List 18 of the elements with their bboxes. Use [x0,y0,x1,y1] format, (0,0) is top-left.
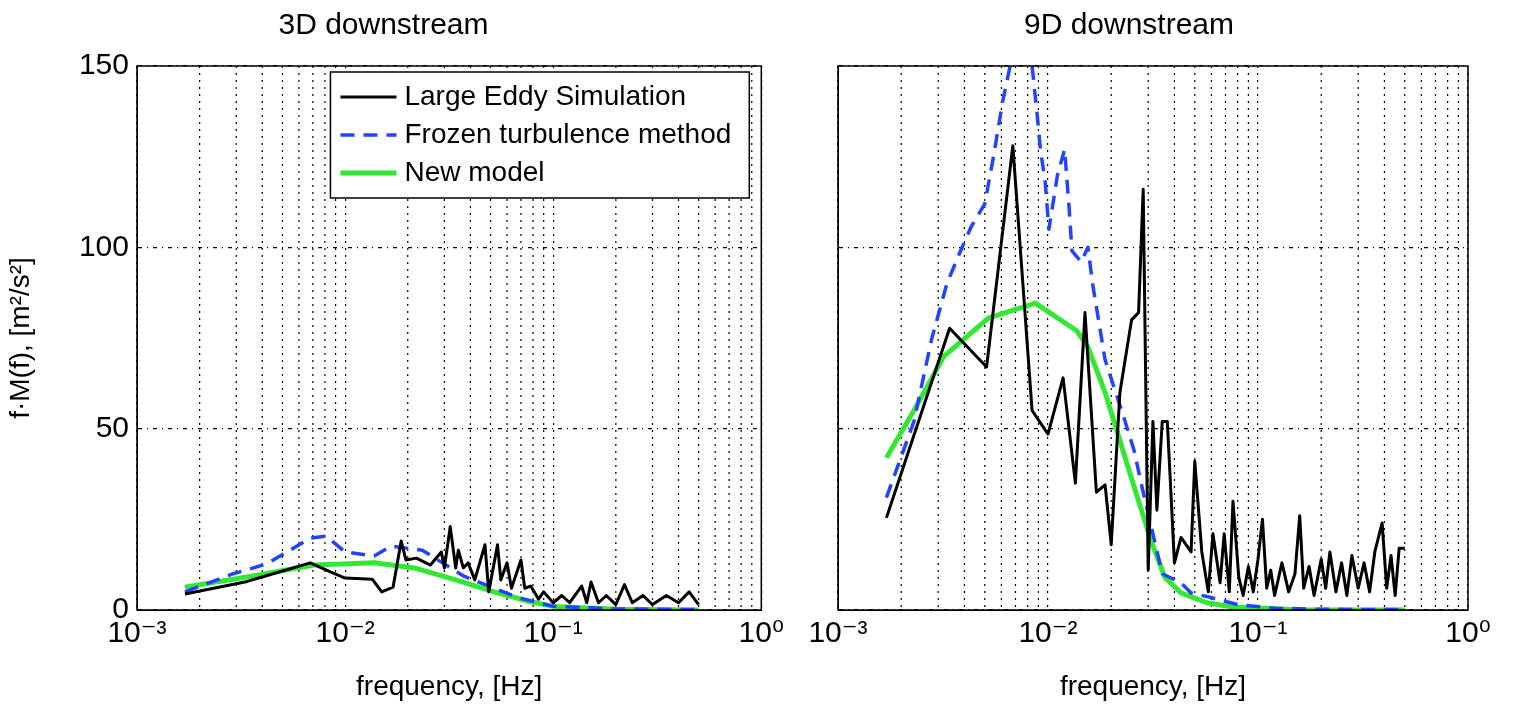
x-tick-label: 10⁻² [315,615,375,649]
x-tick-label: 10⁻¹ [1228,615,1288,649]
y-tick-label: 150 [78,47,129,81]
y-tick-label: 100 [78,228,129,262]
legend-label: Frozen turbulence method [404,117,732,149]
x-tick-label: 10⁻¹ [523,615,583,649]
chart-title: 9D downstream [1023,7,1235,41]
x-tick-label: 10⁻² [1018,615,1078,649]
y-tick-label: 50 [95,409,129,443]
legend-label: New model [404,155,545,187]
chart-title: 3D downstream [278,7,489,41]
x-axis-title: frequency, [Hz] [1059,669,1247,701]
y-axis-title: f·M(f), [m²/s²] [3,257,35,419]
x-tick-label: 10⁻³ [808,615,868,649]
x-tick-label: 10⁰ [1445,615,1491,649]
x-axis-title: frequency, [Hz] [356,669,543,701]
x-tick-label: 10⁰ [738,615,785,649]
legend-label: Large Eddy Simulation [404,79,687,111]
